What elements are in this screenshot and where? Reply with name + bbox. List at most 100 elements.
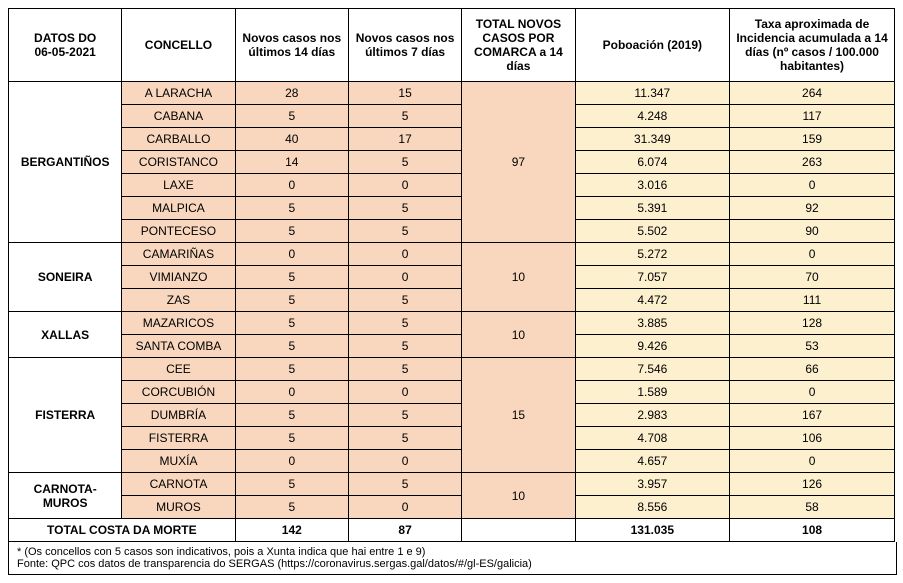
novos7-cell: 5 (348, 358, 461, 381)
table-row: BERGANTIÑOSA LARACHA28159711.347264 (9, 82, 895, 105)
table-row: CARBALLO4017 31.349159 (9, 128, 895, 151)
novos7-cell: 0 (348, 381, 461, 404)
footnote-line2: Fonte: QPC cos datos de transparencia do… (17, 558, 532, 570)
total-comarca-cell: 15 (462, 358, 575, 473)
total-n14: 142 (235, 519, 348, 542)
comarca-cell: FISTERRA (9, 358, 122, 473)
novos7-cell: 5 (348, 151, 461, 174)
header-novos7: Novos casos nos últimos 7 días (348, 9, 461, 82)
taxa-cell: 53 (730, 335, 895, 358)
taxa-cell: 264 (730, 82, 895, 105)
concello-cell: VIMIANZO (122, 266, 235, 289)
total-comarca_total (462, 519, 575, 542)
table-row: CORCUBIÓN001.5890 (9, 381, 895, 404)
concello-cell: CORCUBIÓN (122, 381, 235, 404)
concello-cell: CARNOTA (122, 473, 235, 496)
novos7-cell: 0 (348, 450, 461, 473)
table-row: VIMIANZO507.05770 (9, 266, 895, 289)
taxa-cell: 66 (730, 358, 895, 381)
header-novos14: Novos casos nos últimos 14 días (235, 9, 348, 82)
table-row: PONTECESO555.50290 (9, 220, 895, 243)
concello-cell: MAZARICOS (122, 312, 235, 335)
novos14-cell: 0 (235, 450, 348, 473)
concello-cell: MALPICA (122, 197, 235, 220)
concello-cell: CEE (122, 358, 235, 381)
novos14-cell: 5 (235, 427, 348, 450)
total-comarca-cell: 97 (462, 82, 575, 243)
table-row: FISTERRA554.708106 (9, 427, 895, 450)
novos7-cell: 5 (348, 335, 461, 358)
header-concello: CONCELLO (122, 9, 235, 82)
concello-cell: PONTECESO (122, 220, 235, 243)
novos7-cell: 5 (348, 473, 461, 496)
concello-cell: CORISTANCO (122, 151, 235, 174)
total-row: TOTAL COSTA DA MORTE14287131.035108 (9, 519, 895, 542)
comarca-cell: XALLAS (9, 312, 122, 358)
table-row: LAXE003.0160 (9, 174, 895, 197)
taxa-cell: 0 (730, 174, 895, 197)
novos7-cell: 0 (348, 174, 461, 197)
novos7-cell: 5 (348, 289, 461, 312)
taxa-cell: 159 (730, 128, 895, 151)
concello-cell: ZAS (122, 289, 235, 312)
taxa-cell: 0 (730, 450, 895, 473)
novos14-cell: 5 (235, 404, 348, 427)
total-comarca-cell: 10 (462, 243, 575, 312)
total-pob: 131.035 (575, 519, 730, 542)
header-poboacion: Poboación (2019) (575, 9, 730, 82)
covid-data-table: DATOS DO 06-05-2021 CONCELLO Novos casos… (8, 8, 895, 542)
novos14-cell: 40 (235, 128, 348, 151)
novos7-cell: 17 (348, 128, 461, 151)
taxa-cell: 111 (730, 289, 895, 312)
novos14-cell: 5 (235, 105, 348, 128)
footnote: * (Os concellos con 5 casos son indicati… (8, 542, 897, 575)
poboacion-cell: 8.556 (575, 496, 730, 519)
novos14-cell: 0 (235, 381, 348, 404)
novos14-cell: 5 (235, 289, 348, 312)
taxa-cell: 263 (730, 151, 895, 174)
table-row: CARNOTA-MUROSCARNOTA55103.957126 (9, 473, 895, 496)
novos14-cell: 28 (235, 82, 348, 105)
poboacion-cell: 3.885 (575, 312, 730, 335)
table-row: CABANA554.248117 (9, 105, 895, 128)
taxa-cell: 0 (730, 381, 895, 404)
poboacion-cell: 5.391 (575, 197, 730, 220)
total-n7: 87 (348, 519, 461, 542)
concello-cell: CARBALLO (122, 128, 235, 151)
taxa-cell: 92 (730, 197, 895, 220)
poboacion-cell: 31.349 (575, 128, 730, 151)
table-row: XALLASMAZARICOS55103.885128 (9, 312, 895, 335)
table-row: SANTA COMBA559.42653 (9, 335, 895, 358)
header-total-comarca: TOTAL NOVOS CASOS POR COMARCA a 14 días (462, 9, 575, 82)
header-date-label: DATOS DO (34, 31, 96, 45)
header-date-value: 06-05-2021 (34, 45, 95, 59)
novos7-cell: 5 (348, 427, 461, 450)
taxa-cell: 58 (730, 496, 895, 519)
table-row: MUROS508.55658 (9, 496, 895, 519)
comarca-cell: BERGANTIÑOS (9, 82, 122, 243)
novos7-cell: 5 (348, 404, 461, 427)
table-row: CORISTANCO1456.074263 (9, 151, 895, 174)
poboacion-cell: 3.016 (575, 174, 730, 197)
novos7-cell: 0 (348, 243, 461, 266)
comarca-cell: SONEIRA (9, 243, 122, 312)
poboacion-cell: 7.546 (575, 358, 730, 381)
novos14-cell: 5 (235, 335, 348, 358)
concello-cell: DUMBRÍA (122, 404, 235, 427)
novos7-cell: 5 (348, 197, 461, 220)
poboacion-cell: 4.248 (575, 105, 730, 128)
novos14-cell: 5 (235, 358, 348, 381)
novos7-cell: 0 (348, 266, 461, 289)
poboacion-cell: 3.957 (575, 473, 730, 496)
taxa-cell: 167 (730, 404, 895, 427)
poboacion-cell: 4.708 (575, 427, 730, 450)
concello-cell: FISTERRA (122, 427, 235, 450)
concello-cell: CABANA (122, 105, 235, 128)
comarca-cell: CARNOTA-MUROS (9, 473, 122, 519)
taxa-cell: 90 (730, 220, 895, 243)
novos14-cell: 0 (235, 174, 348, 197)
concello-cell: CAMARIÑAS (122, 243, 235, 266)
concello-cell: MUROS (122, 496, 235, 519)
concello-cell: MUXÍA (122, 450, 235, 473)
total-label: TOTAL COSTA DA MORTE (9, 519, 236, 542)
